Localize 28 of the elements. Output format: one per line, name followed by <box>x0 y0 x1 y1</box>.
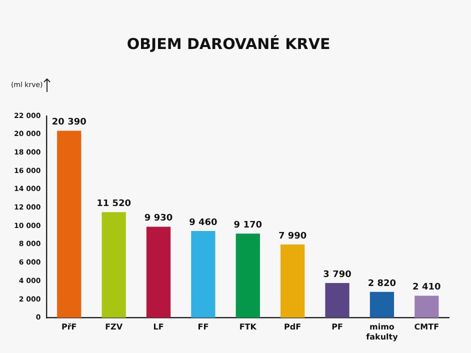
x-tick-label: PF <box>332 322 343 332</box>
data-label: 3 790 <box>323 270 352 280</box>
bar <box>325 283 350 318</box>
chart-title: OBJEM DAROVANÉ KRVE <box>126 34 330 53</box>
data-label: 11 520 <box>96 198 132 209</box>
data-label: 9 170 <box>234 220 262 231</box>
x-tick-label: FF <box>198 322 209 332</box>
data-label: 2 820 <box>368 278 396 289</box>
x-tick-label: PdF <box>284 322 302 332</box>
data-label: 9 930 <box>144 214 173 224</box>
bar <box>414 296 439 318</box>
data-label: 20 390 <box>52 118 86 128</box>
bar <box>57 130 82 318</box>
bar <box>370 292 394 318</box>
data-label: 7 990 <box>278 231 307 242</box>
bar <box>102 212 126 318</box>
x-tick-label: LF <box>153 322 164 332</box>
bar <box>236 234 260 318</box>
x-tick-label: PřF <box>61 322 77 332</box>
x-tick-label: CMTF <box>414 322 440 332</box>
x-tick-label: mimo fakulty <box>366 322 399 342</box>
x-tick-label: FZV <box>105 322 124 332</box>
bar <box>191 231 216 318</box>
bar <box>146 226 171 318</box>
data-label: 9 460 <box>189 218 218 228</box>
x-tick-label: FTK <box>239 322 258 332</box>
bar <box>280 244 305 318</box>
data-label: 2 410 <box>412 282 441 293</box>
